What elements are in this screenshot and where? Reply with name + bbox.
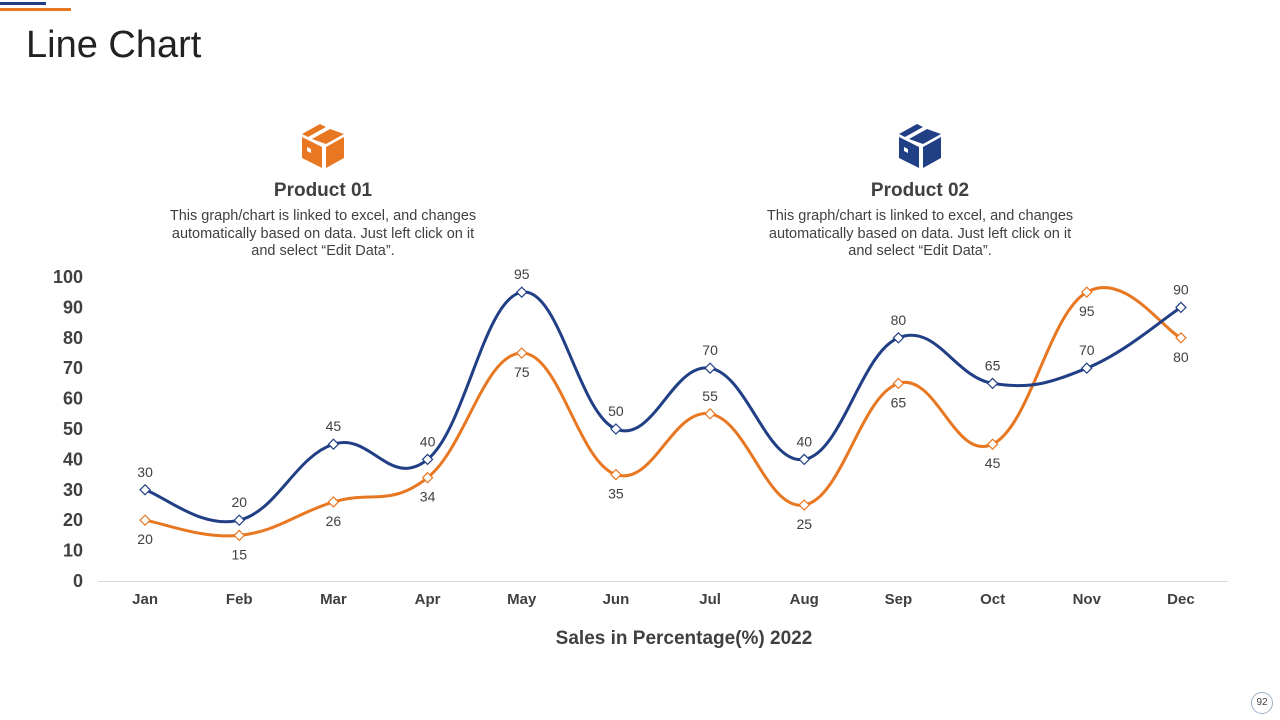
series-1-marker [327, 496, 340, 508]
series-2-data-label: 40 [796, 433, 812, 449]
accent-bar-blue [0, 2, 46, 5]
series-1-data-label: 26 [326, 513, 342, 529]
series-1-marker [892, 377, 905, 390]
series-2-marker [704, 362, 716, 375]
series-2-data-label: 70 [1079, 342, 1095, 358]
y-tick-label: 10 [63, 541, 83, 561]
y-tick-label: 20 [63, 510, 83, 530]
x-tick-label: Aug [790, 591, 819, 608]
series-2-data-label: 40 [420, 433, 436, 449]
series-2-data-label: 70 [702, 342, 718, 358]
x-tick-label: Jul [699, 591, 721, 608]
series-2-marker [515, 286, 528, 299]
x-axis-title: Sales in Percentage(%) 2022 [556, 628, 813, 649]
series-1-data-label: 35 [608, 486, 624, 502]
series-2-marker [327, 438, 340, 451]
series-2-marker [1175, 301, 1187, 314]
product-01-description: This graph/chart is linked to excel, and… [169, 208, 477, 259]
series-2-data-label: 20 [231, 494, 247, 510]
box-icon [899, 124, 941, 168]
series-1-marker [610, 468, 622, 481]
series-1-data-label: 95 [1079, 303, 1095, 319]
series-2-marker [892, 331, 905, 344]
series-1-marker [233, 529, 246, 542]
y-tick-label: 40 [63, 449, 83, 469]
product-02-name: Product 02 [870, 180, 970, 201]
x-tick-label: Jun [603, 591, 630, 608]
series-2-marker [1080, 362, 1093, 375]
y-tick-label: 80 [63, 328, 83, 348]
series-1-data-label: 20 [137, 531, 153, 547]
x-tick-label: May [507, 591, 537, 608]
series-1-marker [704, 407, 716, 420]
series-1-marker [1175, 331, 1187, 344]
series-1-marker [139, 514, 151, 527]
series-1-data-label: 80 [1173, 349, 1189, 365]
product-02-block: Product 02 This graph/chart is linked to… [755, 120, 1085, 261]
series-2-marker [233, 514, 246, 527]
x-tick-label: Oct [980, 591, 1005, 608]
series-1-data-label: 45 [985, 455, 1001, 471]
series-1-marker [421, 471, 434, 484]
y-tick-label: 90 [63, 297, 83, 317]
x-tick-label: Jan [132, 591, 158, 608]
series-2-marker [421, 453, 434, 466]
series-1-data-label: 75 [514, 364, 530, 380]
product-02-description: This graph/chart is linked to excel, and… [766, 208, 1074, 259]
series-2-data-label: 80 [891, 312, 907, 328]
series-1-marker [798, 499, 811, 511]
series-2-marker [798, 453, 811, 466]
x-tick-label: Feb [226, 591, 253, 608]
series-2-data-label: 90 [1173, 281, 1189, 297]
x-tick-label: Nov [1073, 591, 1102, 608]
box-icon [302, 124, 344, 168]
series-2-marker [139, 483, 151, 496]
series-2-marker [610, 423, 622, 435]
y-tick-label: 0 [73, 571, 83, 591]
series-1-data-label: 25 [796, 516, 812, 532]
series-1-data-label: 15 [231, 546, 247, 562]
series-2-data-label: 95 [514, 266, 530, 282]
x-tick-label: Mar [320, 591, 347, 608]
product-01-block: Product 01 This graph/chart is linked to… [158, 120, 488, 261]
y-tick-label: 50 [63, 419, 83, 439]
series-2-data-label: 30 [137, 464, 153, 480]
series-1-data-label: 55 [702, 388, 718, 404]
series-line-2 [143, 290, 1183, 524]
y-tick-label: 100 [53, 267, 83, 287]
x-tick-label: Sep [885, 591, 913, 608]
series-2-data-label: 45 [326, 418, 342, 434]
series-1-marker [1080, 286, 1093, 299]
x-tick-label: Dec [1167, 591, 1195, 608]
accent-bar-orange [0, 8, 71, 11]
series-1-marker [515, 347, 528, 359]
page-title: Line Chart [26, 24, 202, 66]
product-01-name: Product 01 [273, 180, 373, 201]
y-tick-label: 60 [63, 389, 83, 409]
series-2-data-label: 65 [985, 357, 1001, 373]
y-tick-label: 30 [63, 480, 83, 500]
series-2-marker [986, 377, 999, 390]
series-2-data-label: 50 [608, 403, 624, 419]
page-number: 92 [1251, 692, 1273, 714]
y-tick-label: 70 [63, 358, 83, 378]
series-1-data-label: 65 [891, 394, 907, 410]
series-line-1 [143, 286, 1183, 538]
series-1-data-label: 34 [420, 489, 436, 505]
series-1-marker [986, 438, 999, 451]
x-tick-label: Apr [415, 591, 441, 608]
